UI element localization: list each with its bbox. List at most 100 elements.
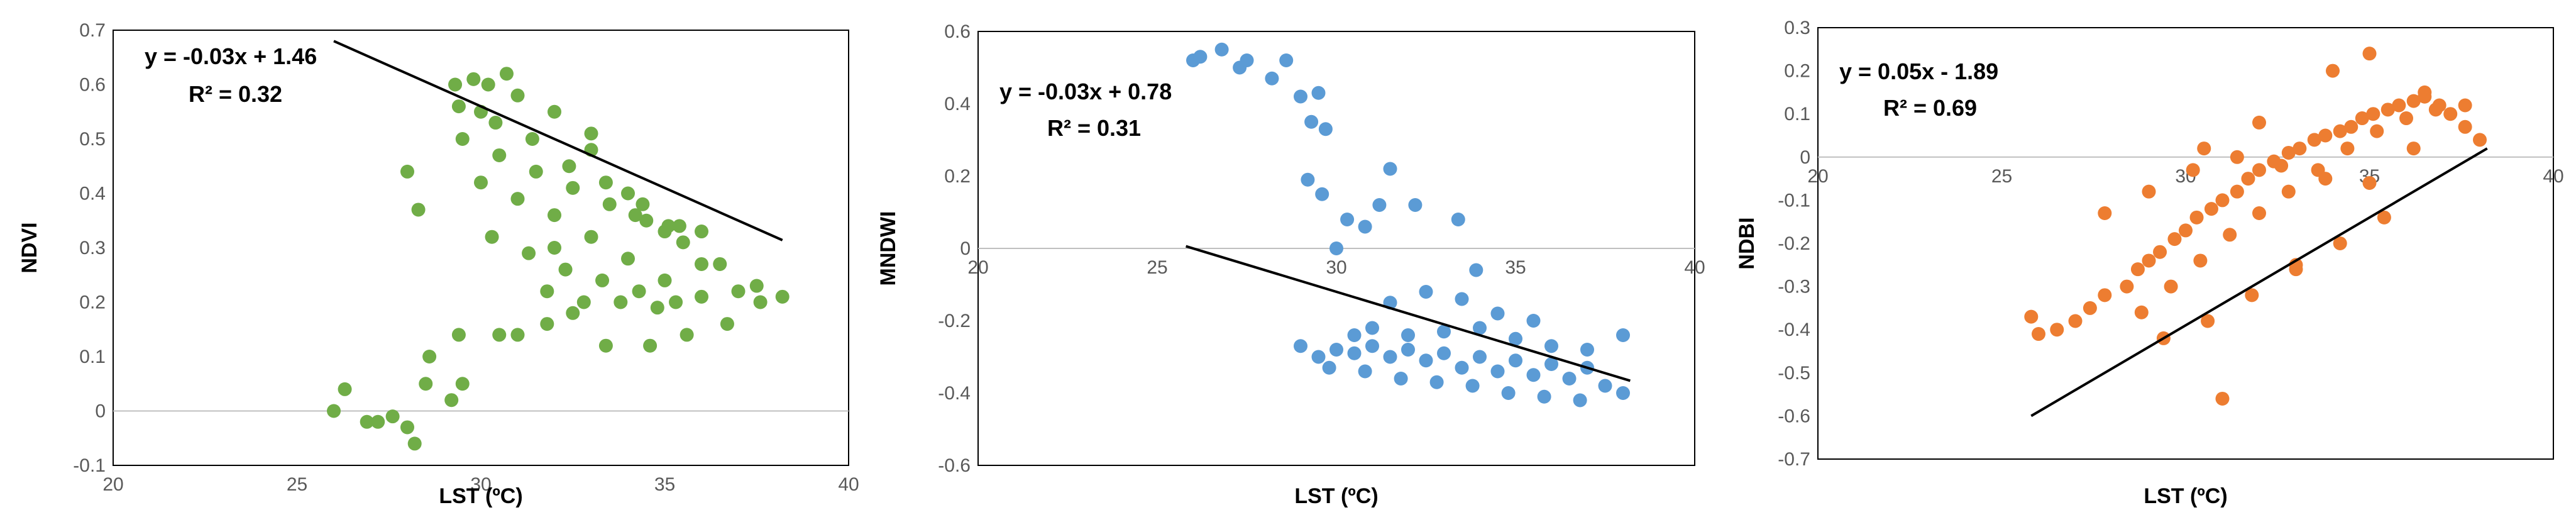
- ndvi-data-point: [385, 409, 400, 424]
- ndbi-data-point: [2333, 124, 2347, 138]
- ndvi-x-axis-title: LST (ºC): [439, 484, 522, 508]
- ndvi-x-tick-label: 30: [470, 474, 491, 495]
- ndvi-data-point: [499, 67, 514, 81]
- ndvi-data-point: [488, 116, 503, 130]
- mndwi-data-point: [1501, 386, 1516, 400]
- mndwi-data-point: [1383, 162, 1397, 176]
- ndvi-y-tick-label: 0.7: [79, 20, 106, 41]
- mndwi-trendline: [1186, 245, 1631, 382]
- ndvi-data-point: [566, 306, 580, 320]
- mndwi-data-point: [1401, 328, 1415, 342]
- ndvi-data-point: [419, 377, 433, 391]
- mndwi-data-point: [1509, 331, 1522, 346]
- ndvi-y-tick-label: 0.5: [79, 129, 106, 150]
- ndbi-data-point: [2293, 141, 2307, 156]
- ndvi-data-point: [422, 350, 437, 363]
- mndwi-data-point: [1429, 375, 1444, 389]
- ndbi-y-tick-label: -0.2: [1778, 233, 1810, 254]
- ndbi-data-point: [2142, 253, 2156, 268]
- ndvi-data-point: [400, 164, 414, 179]
- ndbi-y-tick-label: -0.1: [1778, 190, 1810, 211]
- mndwi-data-point: [1526, 314, 1541, 328]
- mndwi-data-point: [1544, 339, 1558, 353]
- mndwi-data-point: [1509, 353, 1522, 368]
- ndvi-data-point: [455, 132, 470, 146]
- ndvi-data-point: [576, 295, 591, 309]
- mndwi-data-point: [1573, 393, 1587, 408]
- ndbi-y-tick-label: -0.3: [1778, 277, 1810, 297]
- ndbi-data-point: [2406, 141, 2421, 156]
- mndwi-data-point: [1294, 89, 1307, 104]
- mndwi-data-point: [1455, 360, 1469, 375]
- mndwi-data-point: [1372, 198, 1387, 212]
- ndbi-data-point: [2083, 301, 2097, 315]
- mndwi-y-axis-title: MNDWI: [876, 211, 900, 286]
- ndvi-data-point: [529, 164, 543, 179]
- ndvi-data-point: [632, 284, 646, 299]
- mndwi-x-axis-title: LST (ºC): [1294, 484, 1378, 508]
- ndvi-data-point: [451, 328, 466, 342]
- ndbi-data-point: [2458, 119, 2472, 134]
- ndbi-data-point: [2230, 150, 2244, 164]
- ndvi-data-point: [510, 328, 525, 342]
- ndbi-data-point: [2399, 111, 2413, 126]
- ndbi-data-point: [2215, 391, 2230, 406]
- ndbi-data-point: [2241, 172, 2255, 186]
- mndwi-data-point: [1301, 172, 1315, 187]
- ndvi-data-point: [510, 88, 525, 103]
- ndvi-data-point: [485, 230, 499, 244]
- ndbi-x-tick-label: 20: [1807, 166, 1828, 187]
- ndbi-data-point: [2245, 288, 2259, 302]
- mndwi-x-tick-label: 40: [1684, 257, 1705, 278]
- ndvi-data-point: [481, 77, 495, 92]
- ndbi-data-point: [2024, 309, 2039, 324]
- ndbi-data-point: [2428, 103, 2443, 117]
- ndvi-data-point: [584, 230, 598, 244]
- mndwi-data-point: [1340, 213, 1355, 226]
- ndvi-data-point: [466, 72, 481, 86]
- mndwi-data-point: [1311, 86, 1326, 100]
- mndwi-x-tick-label: 35: [1505, 257, 1526, 278]
- ndbi-data-point: [2370, 124, 2384, 138]
- mndwi-data-point: [1544, 357, 1558, 371]
- ndbi-y-tick-label: -0.5: [1778, 363, 1810, 384]
- ndvi-y-tick-label: 0: [95, 401, 106, 422]
- ndvi-data-point: [602, 197, 617, 211]
- ndvi-trendline-equation: y = -0.03x + 1.46: [145, 43, 317, 69]
- ndvi-data-point: [327, 404, 341, 418]
- ndvi-data-point: [628, 208, 642, 223]
- ndvi-data-point: [451, 99, 466, 114]
- ndvi-data-point: [621, 252, 635, 266]
- ndbi-data-point: [2164, 279, 2178, 294]
- ndvi-data-point: [598, 338, 613, 353]
- ndbi-data-point: [2326, 64, 2340, 78]
- mndwi-r-squared: R² = 0.31: [1047, 115, 1141, 141]
- mndwi-data-point: [1329, 241, 1343, 255]
- mndwi-x-tick-label: 30: [1326, 257, 1346, 278]
- mndwi-data-point: [1469, 263, 1483, 277]
- mndwi-data-point: [1408, 198, 1423, 212]
- ndbi-data-point: [2230, 184, 2244, 199]
- mndwi-data-point: [1214, 42, 1229, 57]
- ndvi-data-point: [540, 284, 554, 299]
- ndvi-data-point: [669, 295, 683, 309]
- ndvi-data-point: [510, 192, 525, 206]
- mndwi-data-point: [1240, 53, 1254, 67]
- ndbi-data-point: [2252, 115, 2266, 130]
- ndbi-data-point: [2050, 323, 2064, 337]
- mndwi-x-tick-label: 25: [1147, 257, 1167, 278]
- ndvi-trendline: [333, 40, 783, 241]
- ndbi-data-point: [2333, 236, 2347, 250]
- ndvi-data-point: [680, 328, 694, 342]
- ndbi-data-point: [2153, 245, 2167, 259]
- ndvi-data-point: [643, 338, 658, 353]
- ndvi-data-point: [540, 317, 554, 331]
- ndbi-data-point: [2134, 305, 2149, 319]
- ndbi-data-point: [2473, 133, 2487, 147]
- mndwi-data-point: [1347, 328, 1362, 342]
- ndbi-data-point: [2223, 228, 2237, 242]
- mndwi-data-point: [1598, 379, 1612, 393]
- ndbi-data-point: [2068, 314, 2083, 328]
- ndbi-x-tick-label: 25: [1991, 166, 2012, 187]
- ndvi-data-point: [548, 241, 561, 255]
